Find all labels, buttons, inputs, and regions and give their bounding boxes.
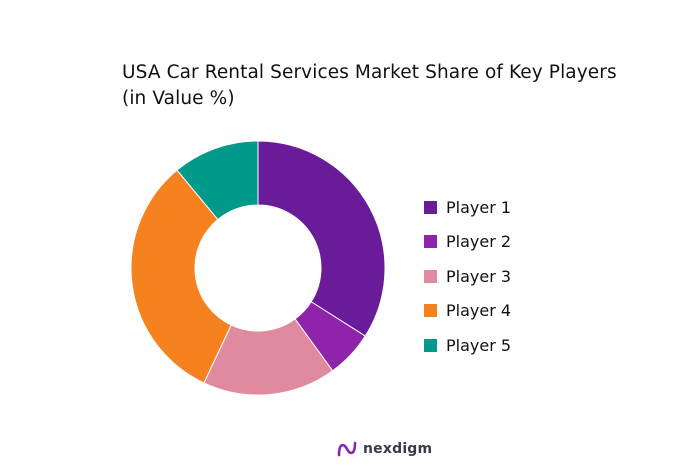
- legend-item-player-2: Player 2: [424, 225, 511, 260]
- legend-label: Player 4: [446, 301, 512, 321]
- legend-item-player-3: Player 3: [424, 259, 511, 294]
- legend-swatch: [424, 200, 437, 214]
- legend-label: Player 3: [446, 266, 512, 286]
- chart-title-line: USA Car Rental Services Market Share of …: [122, 62, 617, 83]
- nexdigm-logo-icon: [337, 441, 357, 457]
- chart-legend: Player 1 Player 2 Player 3 Player 4 Player 5: [424, 190, 511, 363]
- donut-slice-player-5: [176, 140, 259, 221]
- legend-item-player-5: Player 5: [424, 328, 511, 363]
- brand-name: nexdigm: [363, 441, 433, 457]
- chart-title: USA Car Rental Services Market Share of …: [122, 60, 617, 112]
- legend-label: Player 1: [446, 197, 512, 217]
- footer-brand: nexdigm: [336, 439, 432, 459]
- legend-item-player-4: Player 4: [424, 294, 511, 329]
- legend-item-player-1: Player 1: [424, 190, 511, 225]
- donut-slice-player-4: [130, 169, 232, 384]
- donut-slice-player-1: [257, 140, 386, 337]
- legend-swatch: [424, 235, 437, 249]
- legend-swatch: [424, 304, 437, 318]
- chart-subtitle: (in Value %): [122, 88, 235, 109]
- legend-label: Player 5: [446, 335, 512, 355]
- legend-label: Player 2: [446, 232, 512, 252]
- legend-swatch: [424, 269, 437, 283]
- legend-swatch: [424, 338, 437, 352]
